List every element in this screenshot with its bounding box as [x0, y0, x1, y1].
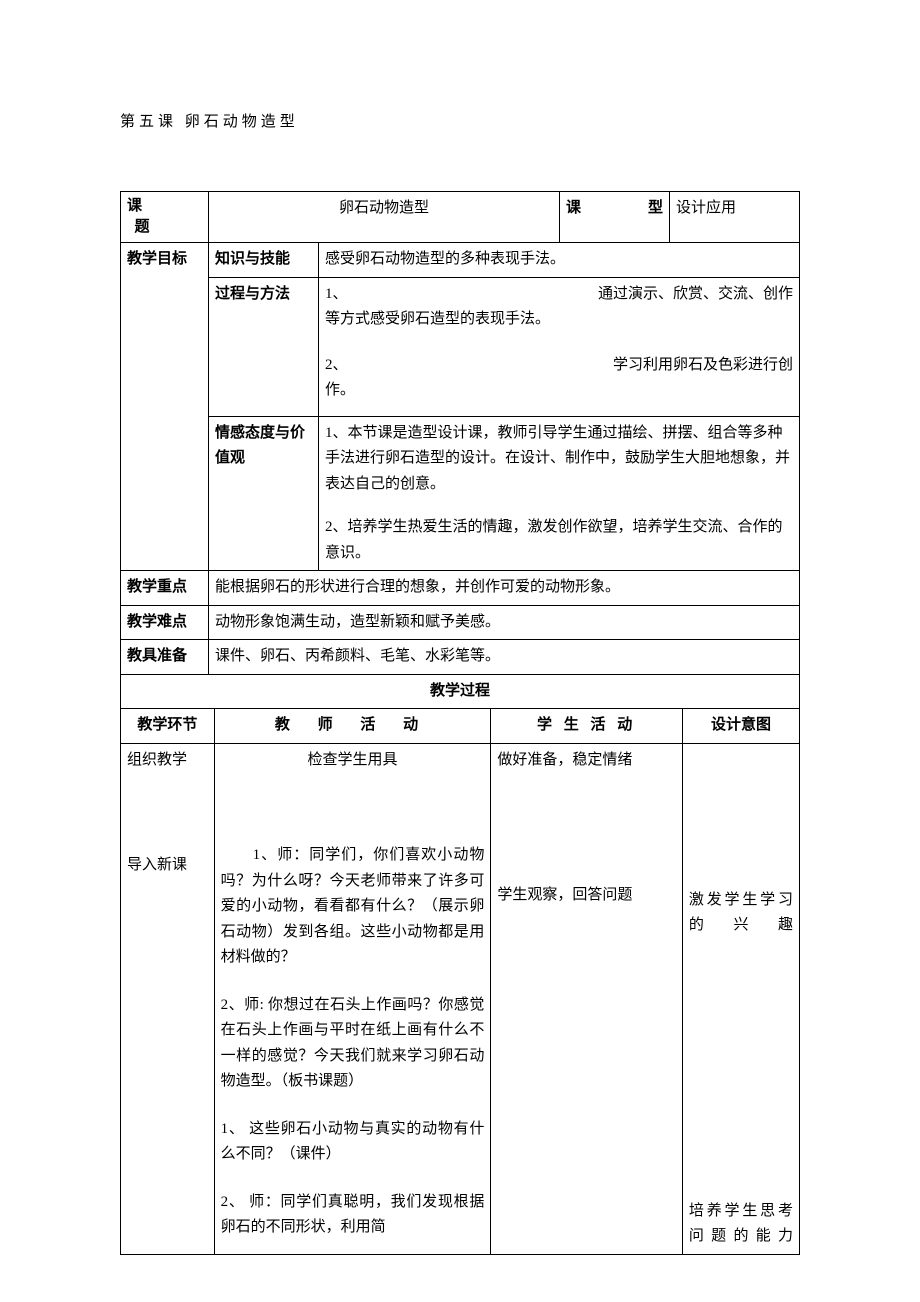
difficulty-value: 动物形象饱满生动，造型新颖和赋予美感。: [209, 605, 800, 640]
emotion-value: 1、本节课是造型设计课，教师引导学生通过描绘、拼摆、组合等多种手法进行卵石造型的…: [319, 416, 800, 571]
emotion-label: 情感态度与价值观: [209, 416, 319, 571]
design-cell: 激发学生学习的兴趣 培养学生思考问题的能力: [682, 743, 799, 1254]
lesson-plan-table: 课 题 卵石动物造型 课 型 设计应用 教学目标 知识与技能 感受卵石动物造型的…: [120, 191, 800, 709]
keypoint-label: 教学重点: [121, 571, 209, 606]
kexing-value: 设计应用: [670, 192, 800, 243]
process-value: 1、 通过演示、欣赏、交流、创作 等方式感受卵石造型的表现手法。 2、 学习利用…: [319, 277, 800, 416]
process-table: 教学环节 教 师 活 动 学 生 活 动 设计意图 组织教学 导入新课 检查学生…: [120, 709, 800, 1255]
process-2-rest: 作。: [325, 378, 793, 404]
process-method-row: 过程与方法 1、 通过演示、欣赏、交流、创作 等方式感受卵石造型的表现手法。 2…: [121, 277, 800, 416]
teacher-1: 检查学生用具: [221, 748, 485, 774]
knowledge-value: 感受卵石动物造型的多种表现手法。: [319, 243, 800, 278]
knowledge-label: 知识与技能: [209, 243, 319, 278]
emotion-row: 情感态度与价值观 1、本节课是造型设计课，教师引导学生通过描绘、拼摆、组合等多种…: [121, 416, 800, 571]
keypoint-row: 教学重点 能根据卵石的形状进行合理的想象，并创作可爱的动物形象。: [121, 571, 800, 606]
goals-label: 教学目标: [121, 243, 209, 571]
knowledge-row: 教学目标 知识与技能 感受卵石动物造型的多种表现手法。: [121, 243, 800, 278]
process-header: 教学过程: [121, 674, 800, 709]
stage-1: 组织教学: [127, 748, 208, 774]
process-1-rest: 等方式感受卵石造型的表现手法。: [325, 307, 793, 333]
keypoint-value: 能根据卵石的形状进行合理的想象，并创作可爱的动物形象。: [209, 571, 800, 606]
teacher-cell: 检查学生用具 1、师：同学们，你们喜欢小动物吗？为什么呀？今天老师带来了许多可爱…: [214, 743, 491, 1254]
header-row: 课 题 卵石动物造型 课 型 设计应用: [121, 192, 800, 243]
student-1: 做好准备，稳定情绪: [497, 748, 676, 774]
stage-cell: 组织教学 导入新课: [121, 743, 215, 1254]
process-content-row: 组织教学 导入新课 检查学生用具 1、师：同学们，你们喜欢小动物吗？为什么呀？今…: [121, 743, 800, 1254]
teacher-2-p3: 1、 这些卵石小动物与真实的动物有什么不同？（课件）: [221, 1117, 485, 1168]
process-columns-row: 教学环节 教 师 活 动 学 生 活 动 设计意图: [121, 709, 800, 743]
design-2b: 培养学生思考问题的能力: [689, 1199, 793, 1250]
difficulty-row: 教学难点 动物形象饱满生动，造型新颖和赋予美感。: [121, 605, 800, 640]
stage-header: 教学环节: [121, 709, 215, 743]
student-header: 学 生 活 动: [491, 709, 683, 743]
process-label: 过程与方法: [209, 277, 319, 416]
process-1-right: 通过演示、欣赏、交流、创作: [598, 282, 793, 308]
difficulty-label: 教学难点: [121, 605, 209, 640]
stage-2: 导入新课: [127, 853, 208, 879]
process-header-row: 教学过程: [121, 674, 800, 709]
tools-value: 课件、卵石、丙希颜料、毛笔、水彩笔等。: [209, 640, 800, 675]
tools-label: 教具准备: [121, 640, 209, 675]
tools-row: 教具准备 课件、卵石、丙希颜料、毛笔、水彩笔等。: [121, 640, 800, 675]
design-header: 设计意图: [682, 709, 799, 743]
teacher-header: 教 师 活 动: [214, 709, 491, 743]
design-2a: 激发学生学习的兴趣: [689, 888, 793, 939]
emotion-value-1: 1、本节课是造型设计课，教师引导学生通过描绘、拼摆、组合等多种手法进行卵石造型的…: [325, 421, 793, 498]
process-1-num: 1、: [325, 282, 348, 308]
emotion-value-2: 2、培养学生热爱生活的情趣，激发创作欲望，培养学生交流、合作的意识。: [325, 515, 793, 566]
kexing-label: 课 型: [560, 192, 670, 243]
student-2: 学生观察，回答问题: [497, 883, 676, 909]
keti-label: 课 题: [121, 192, 209, 243]
student-cell: 做好准备，稳定情绪 学生观察，回答问题: [491, 743, 683, 1254]
teacher-2-p1: 1、师：同学们，你们喜欢小动物吗？为什么呀？今天老师带来了许多可爱的小动物，看看…: [221, 843, 485, 971]
keti-value: 卵石动物造型: [209, 192, 560, 243]
teacher-2-p2: 2、师: 你想过在石头上作画吗？你感觉在石头上作画与平时在纸上画有什么不一样的感…: [221, 993, 485, 1095]
process-2-num: 2、: [325, 353, 348, 379]
process-2-right: 学习利用卵石及色彩进行创: [613, 353, 793, 379]
page-title: 第五课 卵石动物造型: [120, 110, 800, 131]
teacher-2-p4: 2、 师：同学们真聪明，我们发现根据卵石的不同形状，利用简: [221, 1190, 485, 1241]
